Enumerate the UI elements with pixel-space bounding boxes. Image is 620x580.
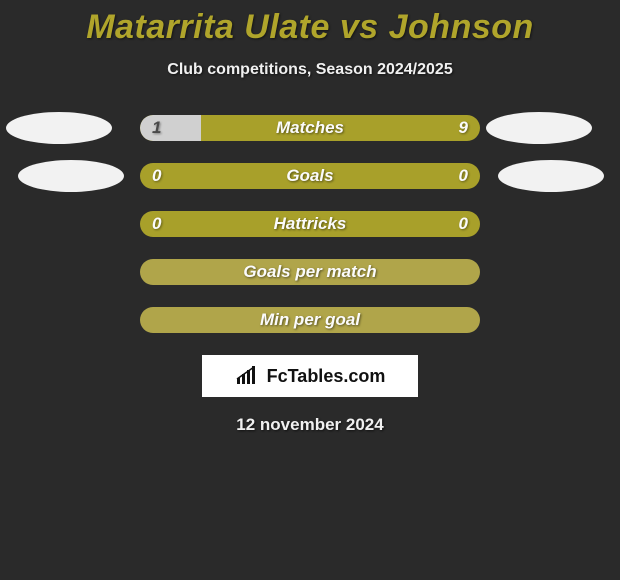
stat-row: Goals per match [0, 259, 620, 285]
player-right-ellipse [486, 112, 592, 144]
page-title: Matarrita Ulate vs Johnson [0, 8, 620, 47]
stat-rows: 1 Matches 9 0 Goals 0 0 Hattricks 0 [0, 115, 620, 333]
player-left-ellipse [6, 112, 112, 144]
stat-value-right: 0 [459, 211, 468, 237]
player-right-ellipse [498, 160, 604, 192]
stat-row: Min per goal [0, 307, 620, 333]
date-text: 12 november 2024 [0, 415, 620, 435]
stat-label: Matches [140, 115, 480, 141]
logo-text: FcTables.com [267, 366, 386, 387]
stat-label: Hattricks [140, 211, 480, 237]
stat-bar: 0 Goals 0 [140, 163, 480, 189]
stat-value-right: 0 [459, 163, 468, 189]
stat-bar: Min per goal [140, 307, 480, 333]
logo-box: FcTables.com [202, 355, 418, 397]
player-left-ellipse [18, 160, 124, 192]
stat-row: 0 Hattricks 0 [0, 211, 620, 237]
stat-label: Goals per match [140, 259, 480, 285]
comparison-infographic: Matarrita Ulate vs Johnson Club competit… [0, 0, 620, 435]
subtitle: Club competitions, Season 2024/2025 [0, 61, 620, 79]
stat-label: Min per goal [140, 307, 480, 333]
stat-bar: Goals per match [140, 259, 480, 285]
stat-row: 0 Goals 0 [0, 163, 620, 189]
stat-value-right: 9 [459, 115, 468, 141]
stat-label: Goals [140, 163, 480, 189]
stat-bar: 0 Hattricks 0 [140, 211, 480, 237]
bars-icon [235, 366, 261, 386]
stat-bar: 1 Matches 9 [140, 115, 480, 141]
stat-row: 1 Matches 9 [0, 115, 620, 141]
